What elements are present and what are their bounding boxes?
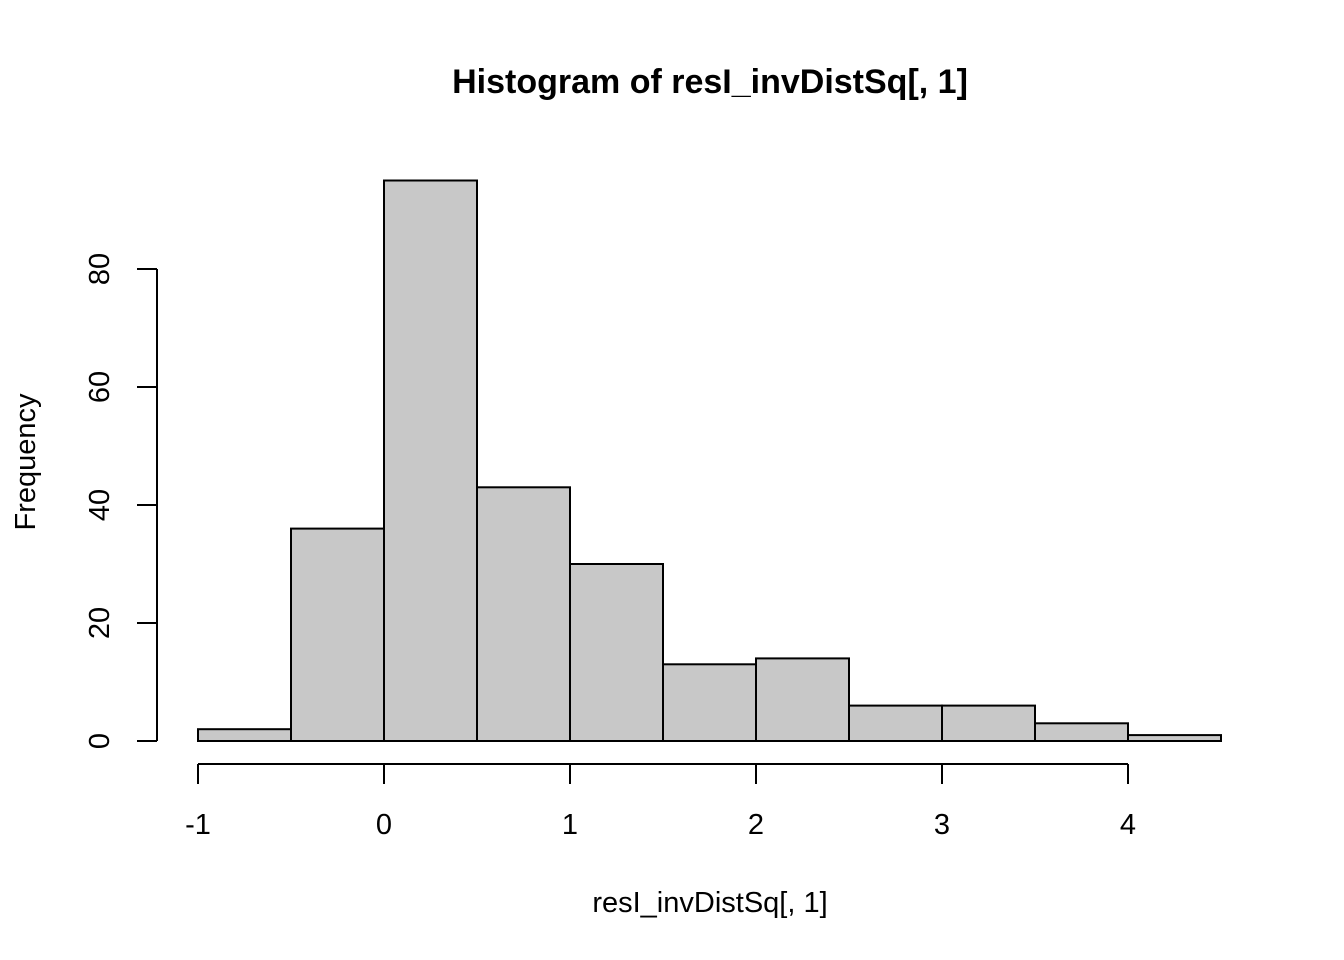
bar-7	[848, 704, 943, 742]
x-tick-label: 0	[376, 809, 392, 841]
bar-5	[662, 663, 757, 742]
bar-3	[476, 486, 571, 742]
bar-8	[941, 704, 1036, 742]
bar-6	[755, 657, 850, 743]
y-tick-label: 20	[84, 607, 116, 639]
bar-0	[197, 728, 292, 743]
bars-group	[197, 179, 1222, 743]
y-axis: 0 20 40 60 80	[84, 253, 158, 749]
y-axis-label: Frequency	[10, 393, 42, 531]
x-axis-label: resI_invDistSq[, 1]	[592, 887, 827, 919]
bar-2	[383, 179, 478, 742]
x-tick-label: -1	[185, 809, 211, 841]
bar-10	[1127, 734, 1222, 742]
x-tick-label: 3	[934, 809, 950, 841]
y-tick-label: 80	[84, 253, 116, 285]
y-tick-label: 60	[84, 371, 116, 403]
x-tick-label: 4	[1120, 809, 1136, 841]
x-tick-label: 1	[562, 809, 578, 841]
y-tick-label: 40	[84, 489, 116, 521]
x-tick-label: 2	[748, 809, 764, 841]
chart-title: Histogram of resI_invDistSq[, 1]	[452, 63, 968, 101]
bar-4	[569, 563, 664, 742]
y-tick-label: 0	[84, 733, 116, 749]
bar-9	[1034, 722, 1129, 742]
bar-1	[290, 527, 385, 742]
x-axis: -1 0 1 2 3 4	[185, 763, 1136, 841]
